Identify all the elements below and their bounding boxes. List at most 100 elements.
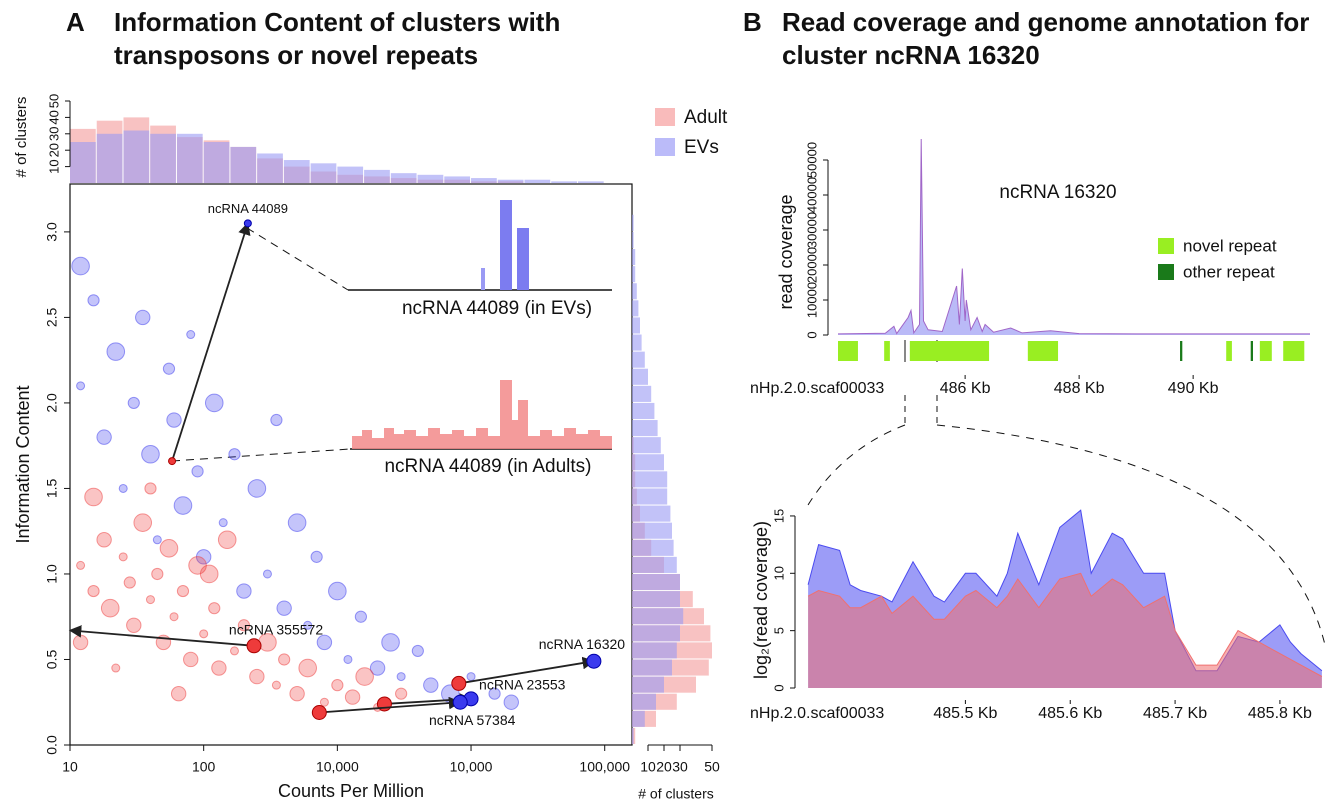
point [111,663,121,673]
point [247,479,267,498]
hist-bar [632,266,636,283]
panel-letter: A [66,7,85,37]
hist-bar [632,231,634,248]
point [411,644,424,658]
hist-bar [632,676,664,693]
area-line [837,138,1310,335]
point [144,482,157,495]
point [262,569,272,579]
repeat-block [1226,341,1232,361]
hist-bar [632,454,664,471]
legend-label: Adult [684,107,728,128]
hist-bar [632,420,658,437]
point [76,381,86,391]
y-tick-label: 20000 [804,247,819,283]
y-tick-label: 40000 [804,177,819,213]
x-tick-label: 10,000 [450,759,493,775]
hist-bar [632,488,668,505]
point [289,685,305,702]
highlight-point [243,219,252,228]
point [135,309,151,326]
hist-bar [632,522,672,539]
highlight-point [168,457,177,466]
area-fill [808,573,1322,688]
y-tick-label: 1.0 [44,564,60,584]
highlight-point [451,675,467,691]
point [199,629,209,639]
x-tick-label: 485.7 Kb [1143,705,1207,722]
hist-bar [632,625,680,642]
x-tick-label: 485.8 Kb [1248,705,1312,722]
legend-label: EVs [684,137,719,158]
hist-bar [632,437,661,454]
point [186,330,196,340]
point [127,396,140,410]
legend-swatch [1158,238,1174,254]
y-tick-label: 30000 [804,212,819,248]
point [381,633,400,652]
point [152,535,162,545]
point [169,612,179,622]
point [96,429,112,445]
point [126,617,142,633]
highlight-arrow [68,625,255,647]
point [208,602,221,615]
point [343,654,353,664]
point [204,393,224,413]
hist-bar [230,146,257,183]
y-tick-label: 3.0 [44,222,60,242]
x-tick-label: 485.5 Kb [933,705,997,722]
point [162,362,176,375]
x-tick-label: 30 [672,759,688,775]
point [100,598,120,618]
y-tick-label: 0 [771,684,786,691]
y-tick-label: 40 [46,110,61,124]
y-tick-label: 10000 [804,282,819,318]
point [276,600,292,616]
hist-bar [632,539,674,556]
point [249,668,265,685]
x-tick-label: 100,000 [579,759,630,775]
x-tick-label: 10,000 [316,759,359,775]
y-tick-label: 30 [46,127,61,141]
hist-bar [310,163,337,183]
point [145,595,155,605]
area-line [807,572,1323,677]
hist-bar [390,173,417,183]
point [71,256,90,276]
highlight-point [246,638,262,654]
hist-bar [283,160,310,183]
hist-bar [551,181,577,183]
point [236,583,252,599]
hist-bar [524,179,551,183]
panel-letter: B [743,7,762,37]
point [303,620,313,630]
point [159,539,179,558]
hist-bar [203,142,230,183]
hist-bar [337,166,364,183]
point [319,697,329,707]
point [84,487,103,507]
y-axis-label: log₂(read coverage) [751,521,771,679]
hist-bar [497,179,524,183]
legend-label: novel repeat [1183,236,1277,255]
inset-label: ncRNA 44089 (in Adults) [384,456,591,477]
hist-bar [632,505,671,522]
point [237,619,251,632]
point [344,689,361,705]
point [211,660,227,676]
point [118,483,128,493]
hist-bar [632,317,640,334]
hist-bar [632,368,648,385]
y-tick-label: 10 [771,566,786,580]
point [218,518,228,528]
point [488,687,501,700]
x-tick-label: 485.6 Kb [1038,705,1102,722]
hist-bar [632,385,652,402]
y-tick-label: 1.5 [44,479,60,499]
point [369,660,386,676]
point [87,294,100,307]
y-tick-label: 0 [804,331,819,338]
x-tick-label: 10 [640,759,656,775]
